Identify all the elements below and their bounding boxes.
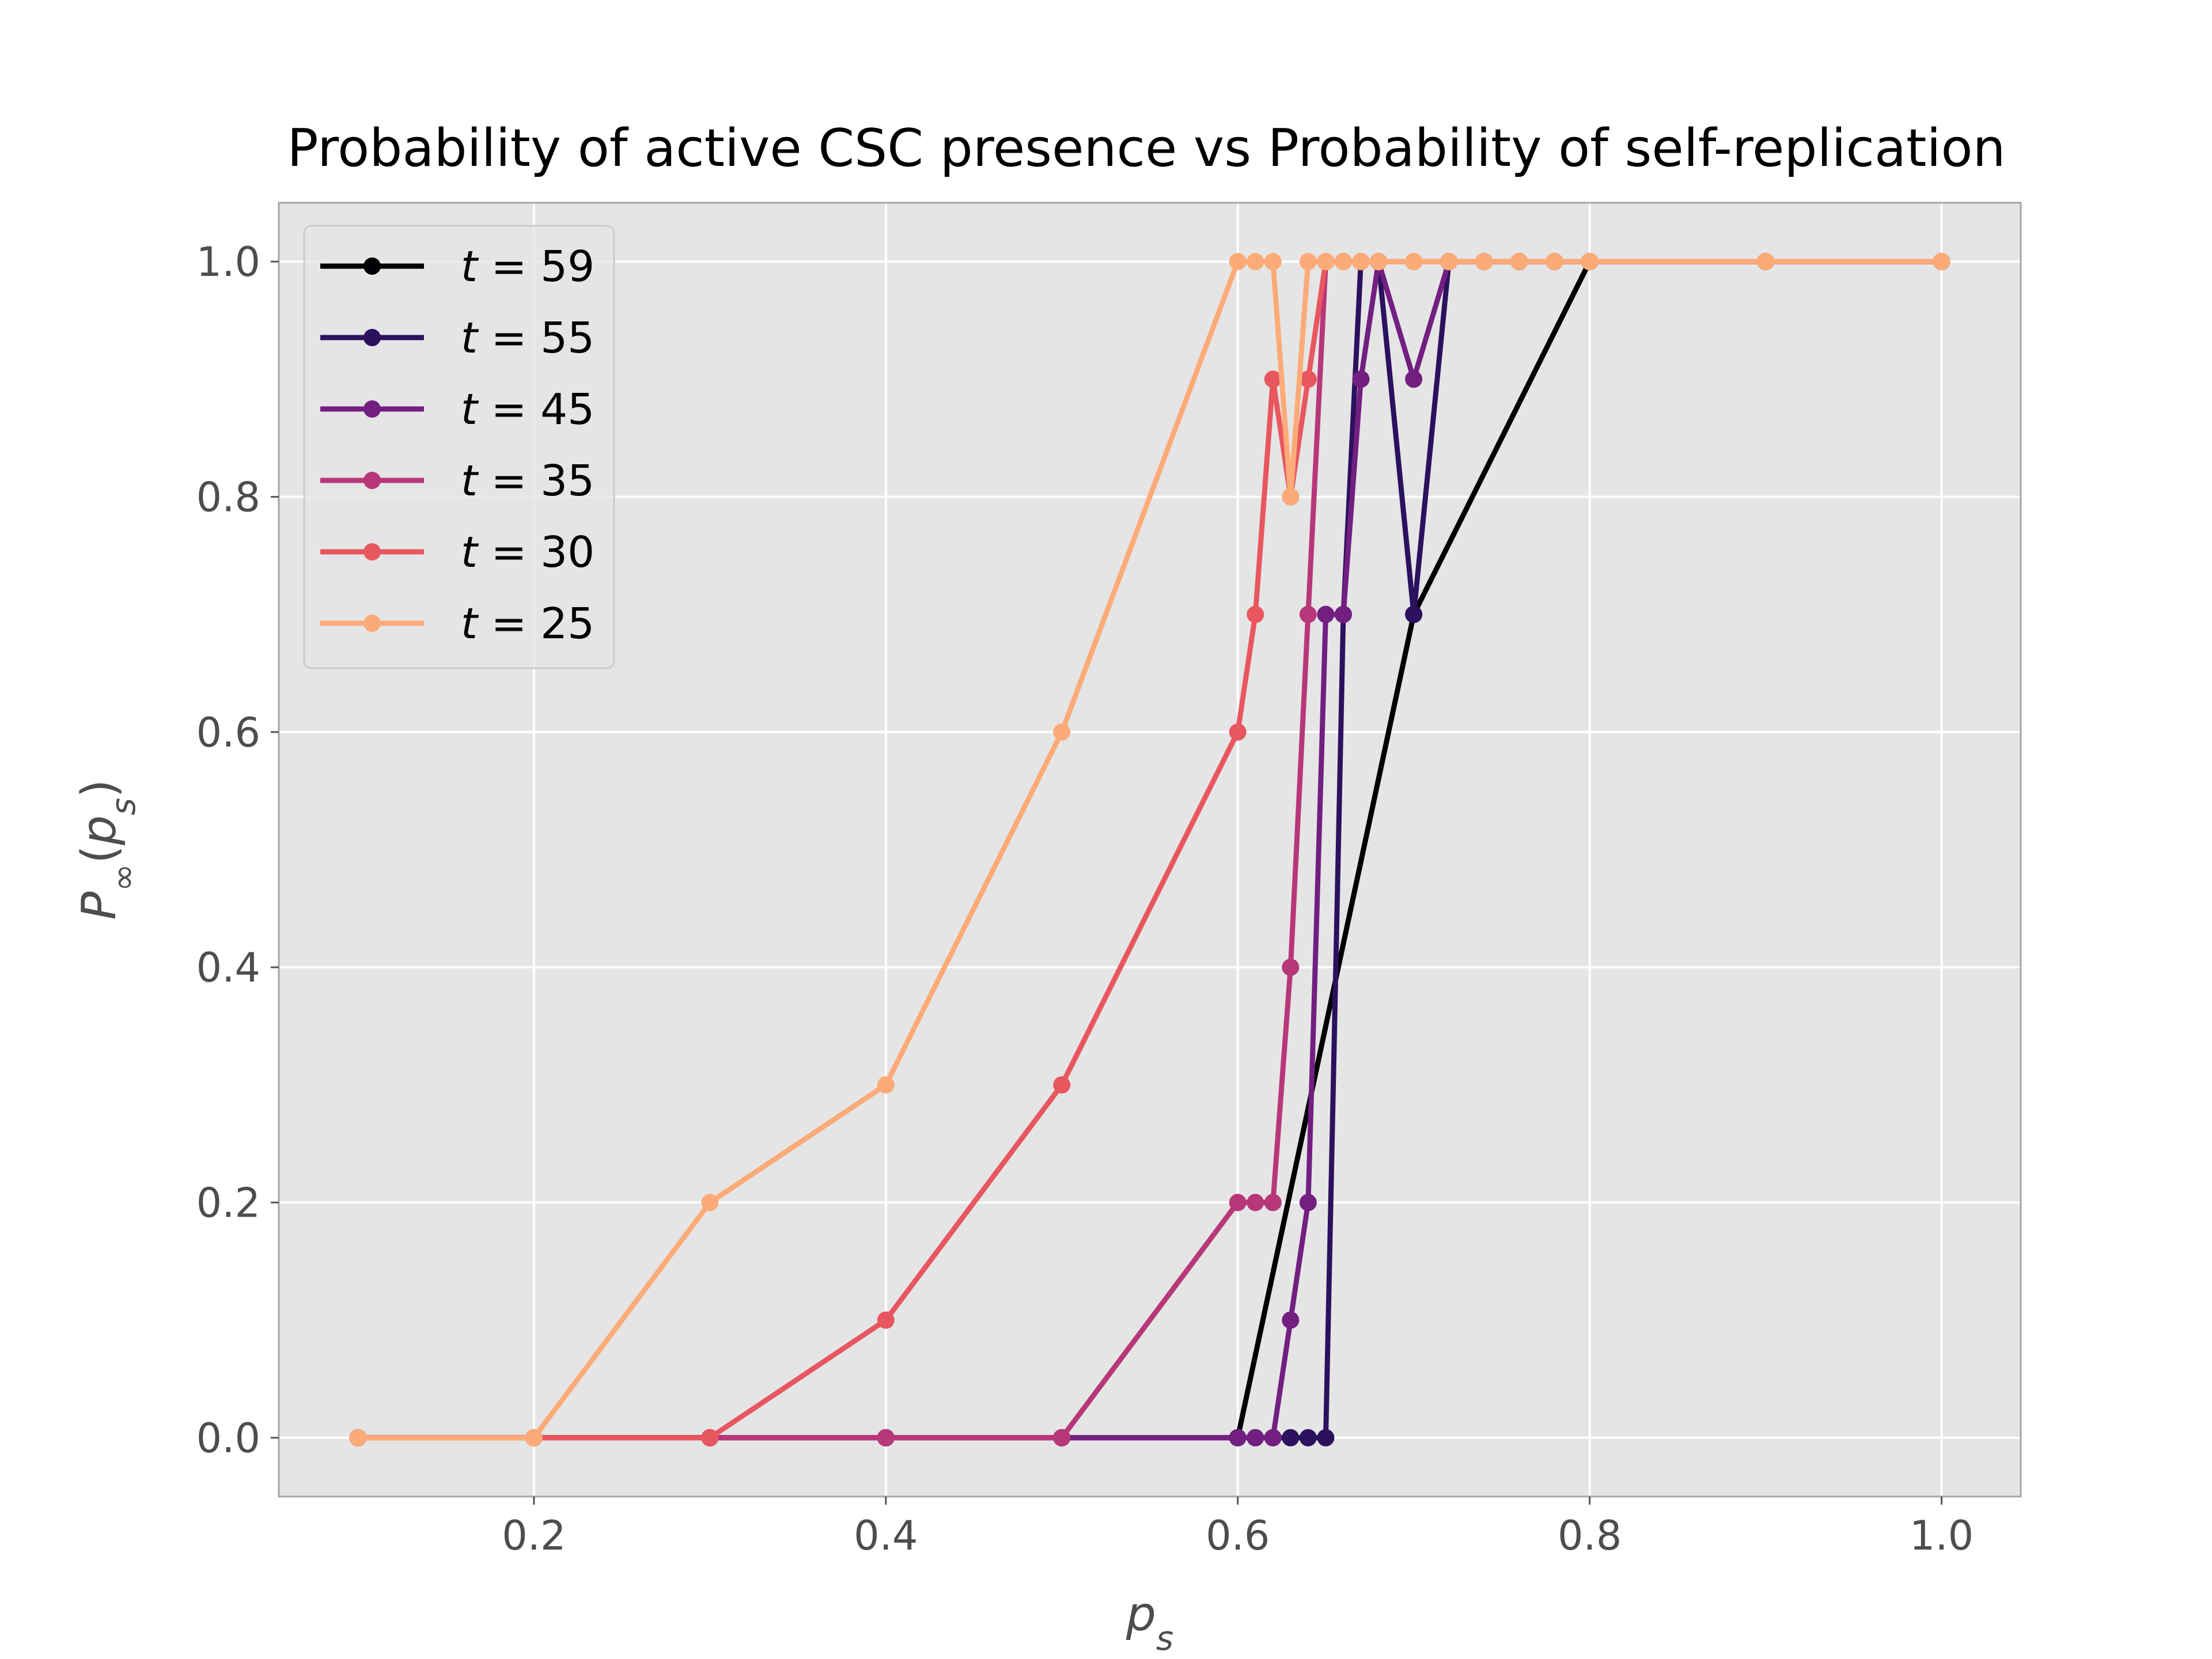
data-point [877, 1429, 895, 1446]
data-point [1405, 605, 1423, 623]
data-point [1229, 1429, 1247, 1446]
x-tick-label: 0.2 [502, 1512, 566, 1559]
legend-swatch-marker [363, 400, 381, 418]
x-tick-label: 0.8 [1558, 1512, 1622, 1559]
data-point [1335, 253, 1352, 271]
chart-title: Probability of active CSC presence vs Pr… [287, 118, 2005, 179]
data-point [1510, 253, 1528, 271]
legend-swatch-marker [363, 543, 381, 560]
data-point [877, 1076, 895, 1094]
x-axis-label: ps [1126, 1587, 1173, 1658]
y-tick-label: 0.8 [196, 474, 260, 521]
data-point [1546, 253, 1563, 271]
legend-label: t = 25 [461, 599, 594, 649]
data-point [1352, 370, 1370, 388]
legend-item-t-59: t = 59 [320, 242, 594, 291]
data-point [1247, 253, 1264, 271]
x-tick-label: 0.4 [854, 1512, 918, 1559]
y-axis-label: P∞(ps) [72, 779, 143, 920]
legend-item-t-35: t = 35 [320, 456, 594, 506]
data-point [1933, 253, 1950, 271]
data-point [1405, 370, 1423, 388]
data-point [1581, 253, 1599, 271]
data-point [701, 1194, 719, 1211]
data-point [1264, 1194, 1282, 1211]
data-point [1299, 253, 1317, 271]
legend: t = 59 t = 55 t = 45 t = 35 t = 30 t = 25 [303, 225, 615, 669]
data-point [1317, 1429, 1335, 1446]
y-tick-label: 0.6 [196, 709, 260, 756]
data-point [1264, 253, 1282, 271]
data-point [1053, 723, 1071, 741]
legend-label: t = 55 [461, 313, 594, 363]
data-point [1299, 370, 1317, 388]
series-line [355, 259, 1944, 1441]
data-point [1264, 370, 1282, 388]
data-point [1282, 488, 1300, 506]
y-axis-ticks: 0.0 0.2 0.4 0.6 0.8 1.0 [196, 238, 279, 1462]
legend-label: t = 59 [461, 242, 594, 291]
legend-swatch-marker [363, 615, 381, 632]
y-tick-label: 0.2 [196, 1180, 260, 1227]
data-point [1229, 1194, 1247, 1211]
y-tick-label: 1.0 [196, 238, 260, 286]
data-point [1299, 1429, 1317, 1446]
data-point [1282, 1429, 1300, 1446]
data-point [1317, 253, 1335, 271]
legend-label: t = 35 [461, 456, 594, 506]
data-point [1317, 605, 1335, 623]
legend-swatch-marker [363, 472, 381, 489]
plot-frame [278, 202, 2022, 1498]
series-t-25 [349, 253, 1950, 1446]
data-point [1475, 253, 1493, 271]
x-tick-label: 1.0 [1910, 1512, 1974, 1559]
y-tick-label: 0.4 [196, 944, 260, 991]
data-point [525, 1429, 543, 1446]
legend-item-t-55: t = 55 [320, 313, 594, 363]
data-point [701, 1429, 719, 1446]
data-point [349, 1429, 367, 1446]
data-point [1247, 1429, 1264, 1446]
x-axis-ticks: 0.2 0.4 0.6 0.8 1.0 [502, 1497, 1974, 1559]
data-point [1282, 959, 1300, 976]
data-point [1405, 253, 1423, 271]
data-point [1282, 1311, 1300, 1329]
legend-label: t = 45 [461, 385, 594, 434]
y-tick-label: 0.0 [196, 1415, 260, 1462]
data-point [1229, 723, 1247, 741]
data-point [1264, 1429, 1282, 1446]
data-point [1053, 1429, 1071, 1446]
data-point [1335, 605, 1352, 623]
legend-item-t-25: t = 25 [320, 599, 594, 649]
data-point [1247, 1194, 1264, 1211]
legend-item-t-30: t = 30 [320, 528, 594, 577]
data-point [1440, 253, 1458, 271]
legend-item-t-45: t = 45 [320, 385, 594, 434]
data-point [1299, 1194, 1317, 1211]
data-point [1370, 253, 1388, 271]
x-tick-label: 0.6 [1206, 1512, 1270, 1559]
legend-label: t = 30 [461, 528, 594, 577]
legend-swatch-marker [363, 257, 381, 275]
data-point [1299, 605, 1317, 623]
data-point [1757, 253, 1775, 271]
data-point [1352, 253, 1370, 271]
data-point [1247, 605, 1264, 623]
series-layer [349, 253, 1950, 1446]
data-point [1229, 253, 1247, 271]
data-point [877, 1311, 895, 1329]
legend-swatch-marker [363, 329, 381, 346]
data-point [1053, 1076, 1071, 1094]
